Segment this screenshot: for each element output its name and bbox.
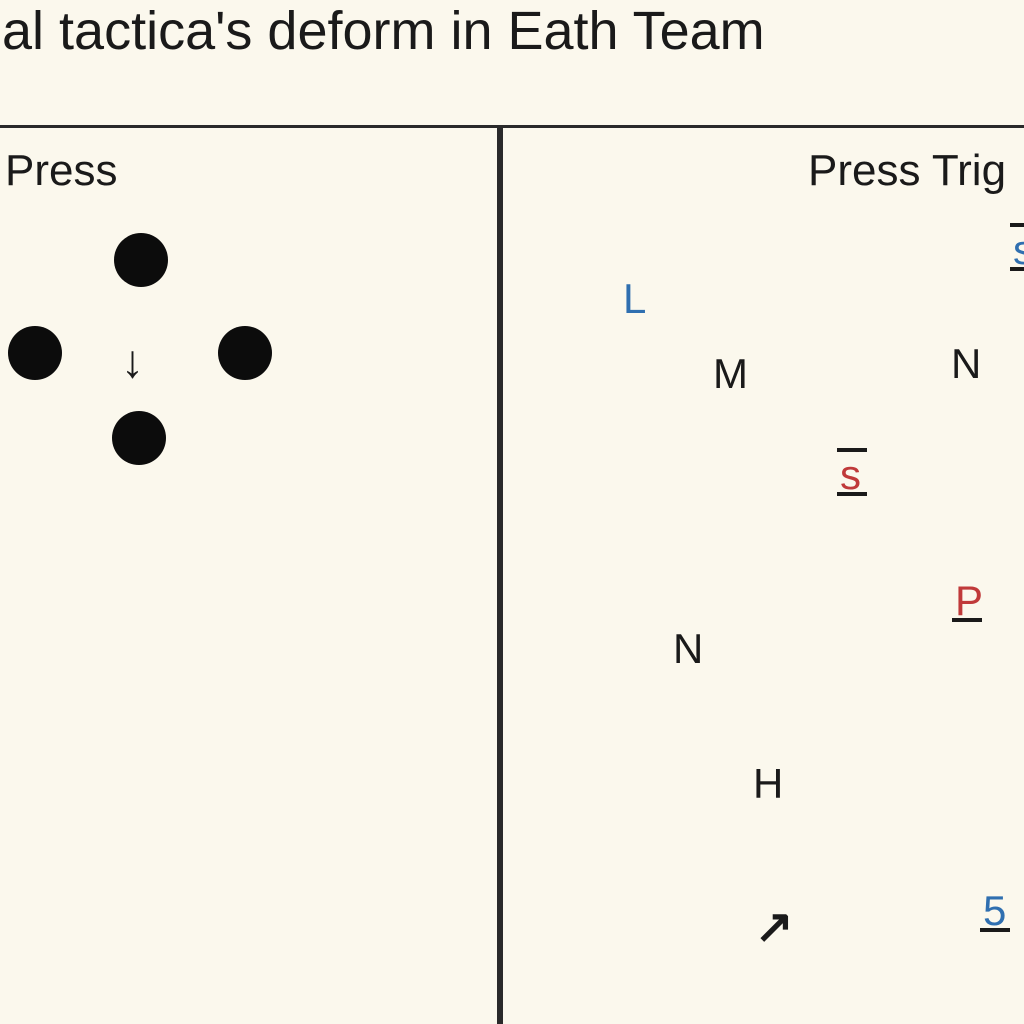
label-overline bbox=[837, 448, 867, 452]
press-dot bbox=[218, 326, 272, 380]
diagram-label: N bbox=[951, 343, 981, 385]
diagram-page: ial tactica's deform in Eath Team l Pres… bbox=[0, 0, 1024, 1024]
down-arrow-icon: ↓ bbox=[121, 338, 144, 384]
diagram-label: 5 bbox=[983, 890, 1006, 932]
press-dot bbox=[112, 411, 166, 465]
label-overline bbox=[1010, 223, 1024, 227]
label-underline bbox=[952, 618, 982, 622]
left-panel: l Press ↓ bbox=[0, 125, 500, 1024]
press-dot bbox=[114, 233, 168, 287]
label-underline bbox=[980, 928, 1010, 932]
page-title: ial tactica's deform in Eath Team bbox=[0, 0, 765, 62]
label-underline bbox=[1010, 267, 1024, 271]
right-panel: Press Trig L M Ns s P N H 5 ↗ bbox=[500, 125, 1024, 1024]
diagram-label: M bbox=[713, 353, 748, 395]
up-right-arrow-icon: ↗ bbox=[755, 903, 794, 949]
diagram-label: s bbox=[840, 454, 861, 496]
label-underline bbox=[837, 492, 867, 496]
right-panel-title: Press Trig bbox=[808, 146, 1006, 196]
diagram-label: H bbox=[753, 763, 783, 805]
diagram-label: P bbox=[955, 580, 983, 622]
press-dot bbox=[8, 326, 62, 380]
diagram-label: N bbox=[673, 628, 703, 670]
diagram-label: s bbox=[1013, 229, 1024, 271]
diagram-label: L bbox=[623, 278, 646, 320]
left-panel-title: l Press bbox=[0, 146, 117, 196]
